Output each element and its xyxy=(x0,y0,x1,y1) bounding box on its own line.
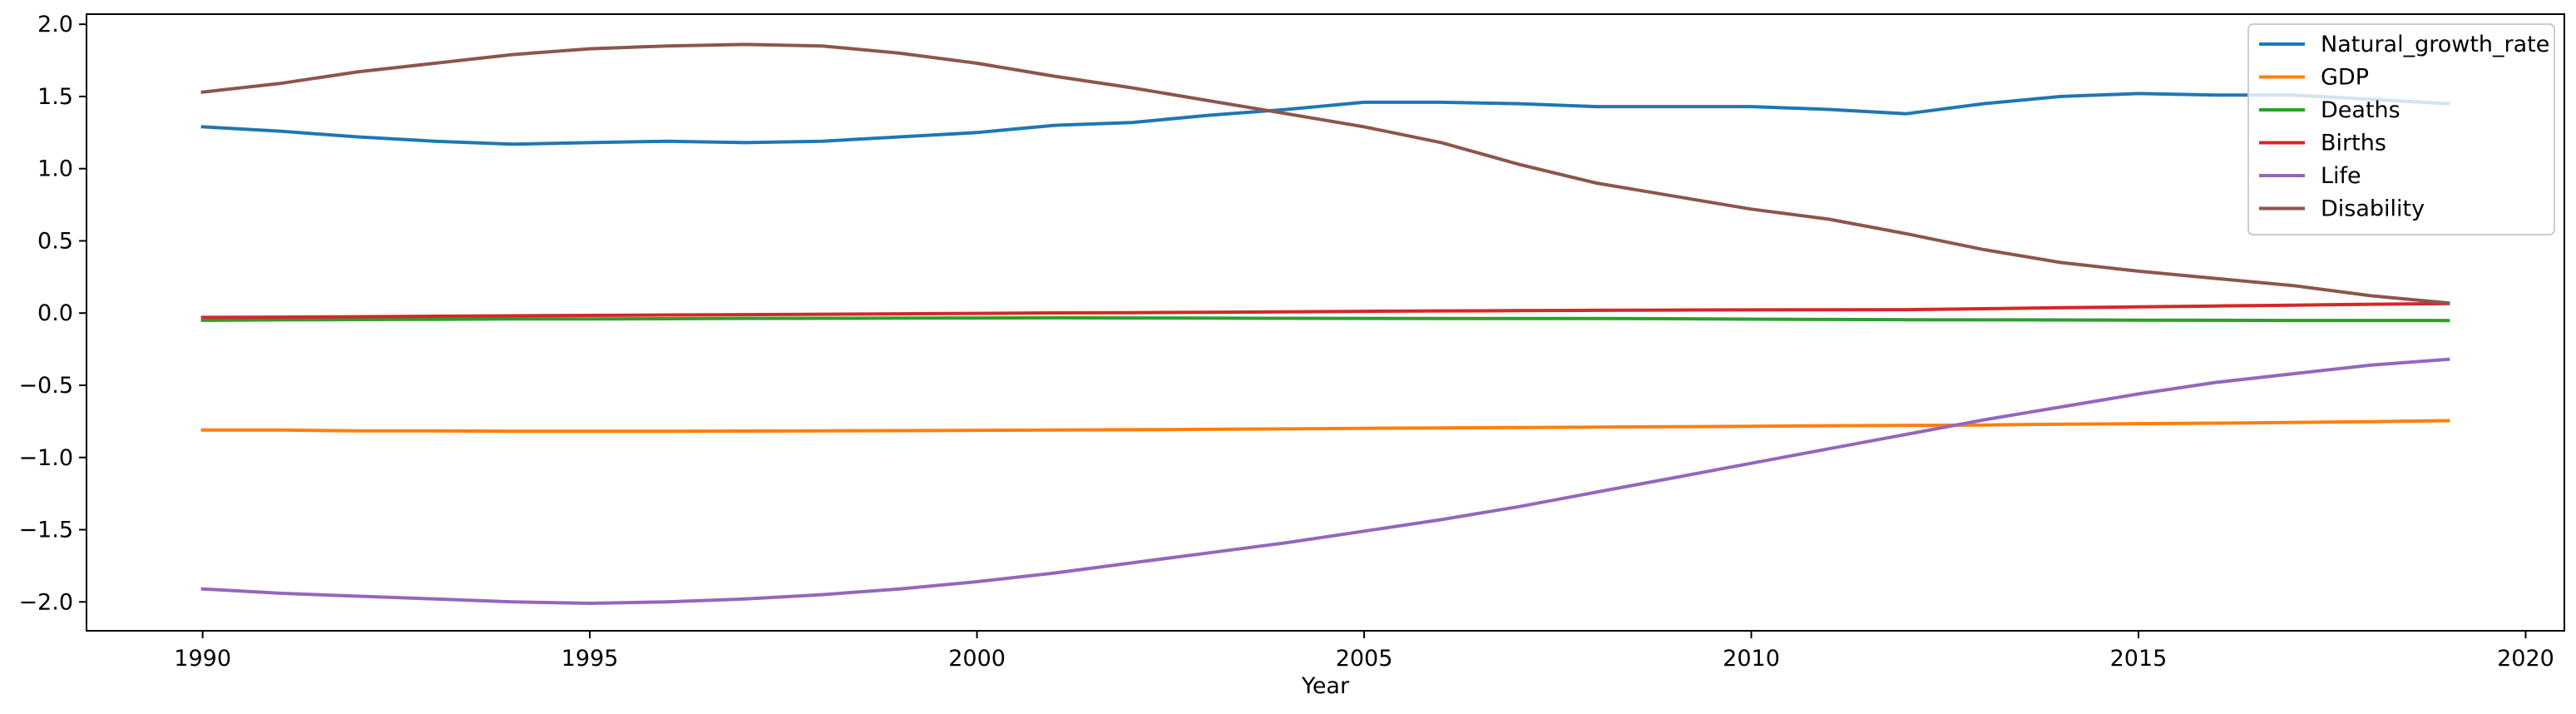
x-axis-title: Year xyxy=(1301,673,1350,699)
x-tick-label: 2000 xyxy=(948,646,1006,672)
y-axis: −2.0 −1.5 −1.0 −0.5 0.0 0.5 1.0 1.5 2.0 xyxy=(18,12,87,615)
x-axis: 1990 1995 2000 2005 2010 2015 2020 xyxy=(174,631,2554,672)
y-tick-label: 1.5 xyxy=(37,84,73,110)
x-tick-label: 2015 xyxy=(2110,646,2168,672)
legend-label-natural-growth-rate: Natural_growth_rate xyxy=(2321,32,2549,57)
x-tick-label: 2005 xyxy=(1336,646,1393,672)
legend-label-births: Births xyxy=(2321,131,2386,156)
y-tick-label: 1.0 xyxy=(37,156,73,182)
legend-label-deaths: Deaths xyxy=(2321,97,2400,123)
x-tick-label: 1995 xyxy=(561,646,619,672)
plot-frame xyxy=(86,13,2565,632)
x-tick-label: 1990 xyxy=(174,646,231,672)
legend-label-disability: Disability xyxy=(2321,196,2425,222)
y-tick-label: 0.5 xyxy=(37,228,73,254)
legend: Natural_growth_rate GDP Deaths Births Life Di… xyxy=(2247,23,2555,236)
series-line-natural-growth-rate xyxy=(200,92,2450,146)
legend-label-life: Life xyxy=(2321,163,2361,189)
y-tick-label: 0.0 xyxy=(37,300,73,326)
series-layer xyxy=(200,42,2450,605)
series-line-life xyxy=(200,357,2450,605)
series-line-gdp xyxy=(200,419,2450,434)
x-tick-label: 2010 xyxy=(1723,646,1780,672)
y-tick-label: −1.5 xyxy=(18,518,73,543)
y-tick-label: 2.0 xyxy=(37,12,73,37)
y-tick-label: −0.5 xyxy=(18,373,73,399)
x-tick-label: 2020 xyxy=(2497,646,2554,672)
y-tick-label: −2.0 xyxy=(18,589,73,615)
legend-frame xyxy=(2247,23,2555,236)
series-line-deaths xyxy=(200,315,2450,323)
y-tick-label: −1.0 xyxy=(18,445,73,471)
series-line-births xyxy=(200,301,2450,320)
series-line-disability xyxy=(200,42,2450,305)
legend-label-gdp: GDP xyxy=(2321,65,2369,91)
